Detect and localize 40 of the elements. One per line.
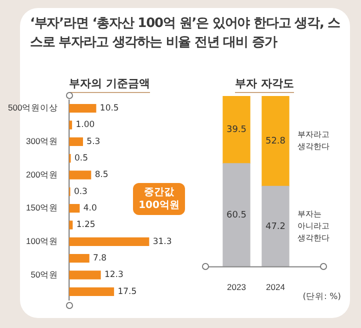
text: (단위: %) — [302, 291, 341, 303]
y-tick-label: 200억원 — [26, 169, 58, 180]
series-label: 부자라고 생각한다 — [298, 130, 330, 152]
data-label: 1.25 — [76, 220, 96, 230]
data-label: 7.8 — [93, 254, 107, 264]
chart-subtitle: 부자의 기준금액 — [69, 76, 150, 93]
data-label: 10.5 — [100, 104, 119, 114]
bar — [69, 120, 72, 130]
bar — [69, 137, 84, 146]
data-label: 1.00 — [76, 120, 95, 130]
data-label: 12.3 — [104, 270, 124, 280]
annotation: 중간값 100억원 — [133, 183, 185, 215]
chart-title: 부자 자각도 — [235, 76, 294, 93]
bar — [69, 287, 114, 296]
bar — [69, 204, 80, 213]
data-label: 52.8 — [265, 136, 286, 146]
data-label: 4.0 — [83, 204, 97, 214]
data-label: 17.5 — [118, 286, 137, 297]
y-tick-label: 300억원 — [26, 136, 58, 146]
data-label: 5.3 — [86, 136, 100, 147]
bar — [69, 254, 90, 263]
x-tick-label: 2024 — [266, 282, 286, 292]
data-label: 0.3 — [74, 186, 88, 197]
data-label: 60.5 — [226, 210, 247, 220]
data-label: 8.5 — [94, 170, 108, 180]
bar — [69, 170, 92, 180]
bar — [69, 237, 150, 246]
bar — [69, 104, 96, 113]
data-label: 0.5 — [74, 154, 88, 164]
y-tick-label: 50억원 — [30, 269, 58, 280]
bar — [69, 270, 101, 280]
data-label: 47.2 — [265, 222, 286, 232]
text: ‘부자’라면 ‘총자산 100억 원’은 있어야 한다고 생각, 스스로 부자라고 생각하는 비율 전년 대비 증가 — [30, 15, 342, 52]
y-tick-label: 100억원 — [26, 236, 58, 246]
data-label: 31.3 — [152, 236, 172, 247]
y-tick-label: 500억원이상 — [8, 102, 58, 113]
y-tick-label: 150억원 — [26, 202, 58, 213]
series-label: 부자는 아니라고 생각한다 — [298, 210, 330, 243]
data-label: 39.5 — [226, 125, 247, 136]
x-tick-label: 2023 — [227, 282, 246, 292]
